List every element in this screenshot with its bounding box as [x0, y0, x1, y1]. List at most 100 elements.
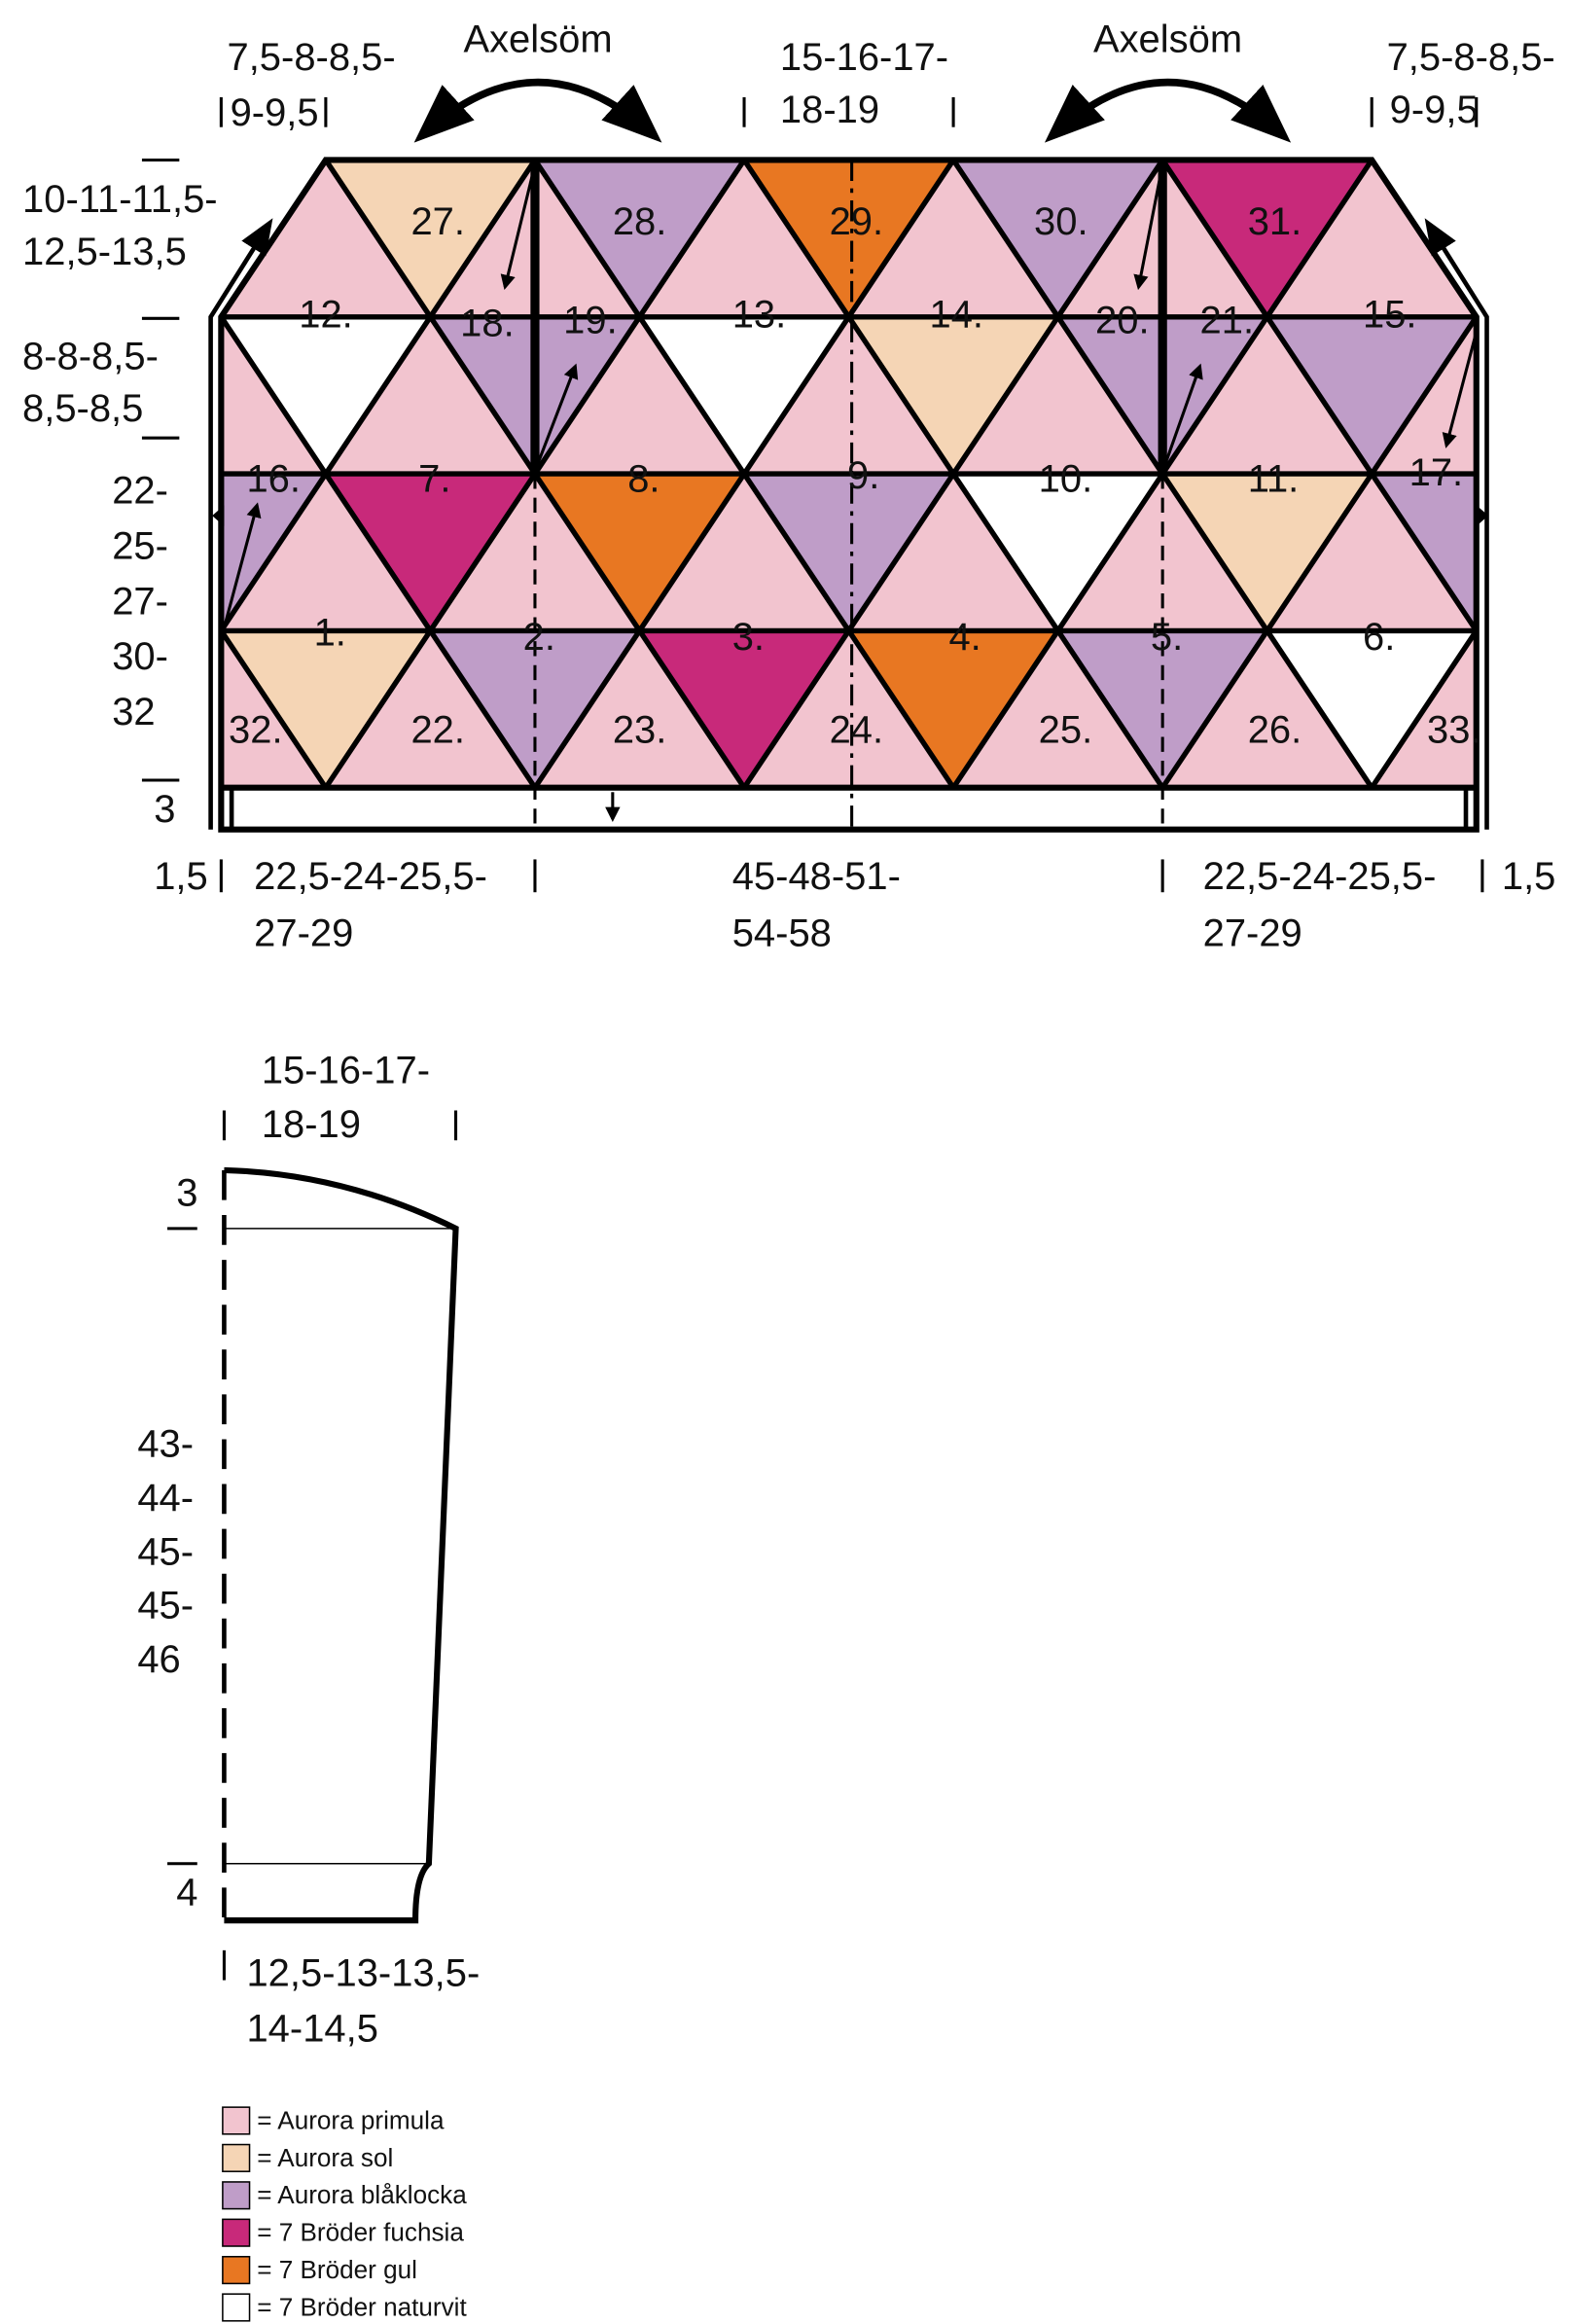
color-triangle — [532, 471, 747, 634]
measurement: 1,5 — [154, 855, 208, 898]
measurement: 12,5-13,5 — [22, 231, 187, 273]
color-triangle — [636, 627, 852, 791]
direction-arrow — [1442, 331, 1479, 448]
piece-number: 14. — [930, 293, 984, 336]
legend-label: = 7 Bröder fuchsia — [257, 2218, 464, 2247]
color-triangle — [845, 314, 1061, 477]
direction-arrow — [222, 502, 262, 628]
measurement: 43- — [137, 1423, 194, 1466]
measurement: 3 — [176, 1172, 197, 1215]
legend-swatch — [222, 2181, 251, 2210]
piece-number: 30. — [1034, 200, 1088, 243]
piece-number: 32. — [229, 708, 283, 751]
piece-number: 13. — [732, 293, 787, 336]
legend-label: = Aurora primula — [257, 2105, 445, 2134]
piece-number: 31. — [1248, 200, 1302, 243]
piece-number: 23. — [613, 708, 667, 751]
legend-swatch — [222, 2255, 251, 2285]
measurement: 22,5-24-25,5- — [1203, 855, 1437, 898]
measurement: 30- — [112, 635, 168, 678]
legend-swatch — [222, 2293, 251, 2322]
measurement: 7,5-8-8,5- — [1387, 36, 1555, 79]
measurement: 32 — [112, 691, 155, 733]
measurement: 45- — [137, 1530, 194, 1573]
piece-number: 29. — [830, 200, 884, 243]
measurement: 25- — [112, 524, 168, 567]
measurement: 12,5-13-13,5- — [246, 1952, 480, 1995]
arrow-tip — [212, 505, 225, 526]
legend-label: = Aurora blåklocka — [257, 2180, 467, 2209]
sleeve-outline — [224, 1166, 459, 1924]
piece-number: 17. — [1409, 451, 1464, 494]
piece-number: 19. — [563, 299, 618, 341]
measurement: 9-9,5 — [1390, 89, 1479, 131]
measurement: 15-16-17- — [780, 36, 948, 79]
measurement: 27-29 — [254, 912, 353, 954]
piece-number: 11. — [1248, 457, 1300, 500]
piece-number: 28. — [613, 200, 667, 243]
measurement: 8-8-8,5- — [22, 335, 159, 377]
measurement: 9-9,5 — [231, 91, 319, 134]
piece-number: 27. — [410, 200, 465, 243]
legend-swatch — [222, 2218, 251, 2247]
color-triangle — [323, 471, 538, 634]
measurement: 14-14,5 — [246, 2007, 377, 2050]
color-triangle — [636, 314, 852, 477]
seam-arrow — [1044, 78, 1292, 143]
measurement: 7,5-8-8,5- — [228, 36, 396, 79]
color-triangle — [1159, 471, 1374, 634]
direction-arrow — [500, 163, 537, 291]
measurement: 4 — [176, 1872, 197, 1914]
piece-number: 8. — [627, 457, 660, 500]
piece-number: 2. — [523, 616, 555, 659]
piece-number: 1. — [314, 612, 346, 655]
measurement: 22- — [112, 470, 168, 513]
measurement: 45-48-51- — [732, 855, 901, 898]
seam-arrow — [413, 78, 662, 143]
piece-number: 12. — [299, 293, 353, 336]
color-triangle — [1265, 314, 1480, 477]
front-edge — [1424, 218, 1489, 830]
measurement: 44- — [137, 1477, 194, 1520]
measurement: 27- — [112, 580, 168, 623]
piece-number: 7. — [418, 457, 450, 500]
piece-number: 20. — [1095, 299, 1150, 341]
piece-number: 21. — [1200, 299, 1255, 341]
piece-number: 6. — [1363, 616, 1395, 659]
color-triangle — [845, 627, 1061, 791]
seam-label: Axelsöm — [463, 18, 612, 61]
seam-label: Axelsöm — [1093, 18, 1242, 61]
color-triangle — [218, 314, 434, 477]
piece-number: 3. — [732, 616, 765, 659]
measurement: 18-19 — [780, 89, 879, 131]
direction-arrow — [1163, 363, 1203, 464]
piece-number: 16. — [246, 457, 301, 500]
measurement: 10-11-11,5- — [22, 178, 218, 221]
legend-swatch — [222, 2143, 251, 2172]
piece-number: 25. — [1039, 708, 1093, 751]
piece-number: 4. — [948, 616, 981, 659]
measurement: 27-29 — [1203, 912, 1302, 954]
measurement: 1,5 — [1502, 855, 1556, 898]
piece-number: 5. — [1151, 616, 1183, 659]
piece-number: 18. — [460, 303, 515, 345]
measurement: 15-16-17- — [262, 1050, 430, 1092]
piece-number: 26. — [1248, 708, 1302, 751]
piece-number: 24. — [830, 708, 884, 751]
piece-number: 22. — [410, 708, 465, 751]
piece-number: 9. — [847, 454, 879, 497]
color-triangle — [950, 471, 1165, 634]
front-edge — [208, 218, 273, 830]
measurement: 3 — [154, 788, 175, 831]
legend-swatch — [222, 2106, 251, 2135]
sleeve-diagram: 15-16-17- 18-19 3 43- 44- 45- 45- 46 4 12,5-13-13… — [137, 1050, 480, 2051]
piece-number: 10. — [1039, 457, 1093, 500]
color-triangle — [218, 627, 434, 791]
arrow-tip — [1476, 505, 1489, 526]
direction-arrow — [536, 363, 579, 464]
piece-number: 33. — [1427, 708, 1481, 751]
color-triangle — [1265, 627, 1480, 791]
measurement: 18-19 — [262, 1103, 361, 1146]
